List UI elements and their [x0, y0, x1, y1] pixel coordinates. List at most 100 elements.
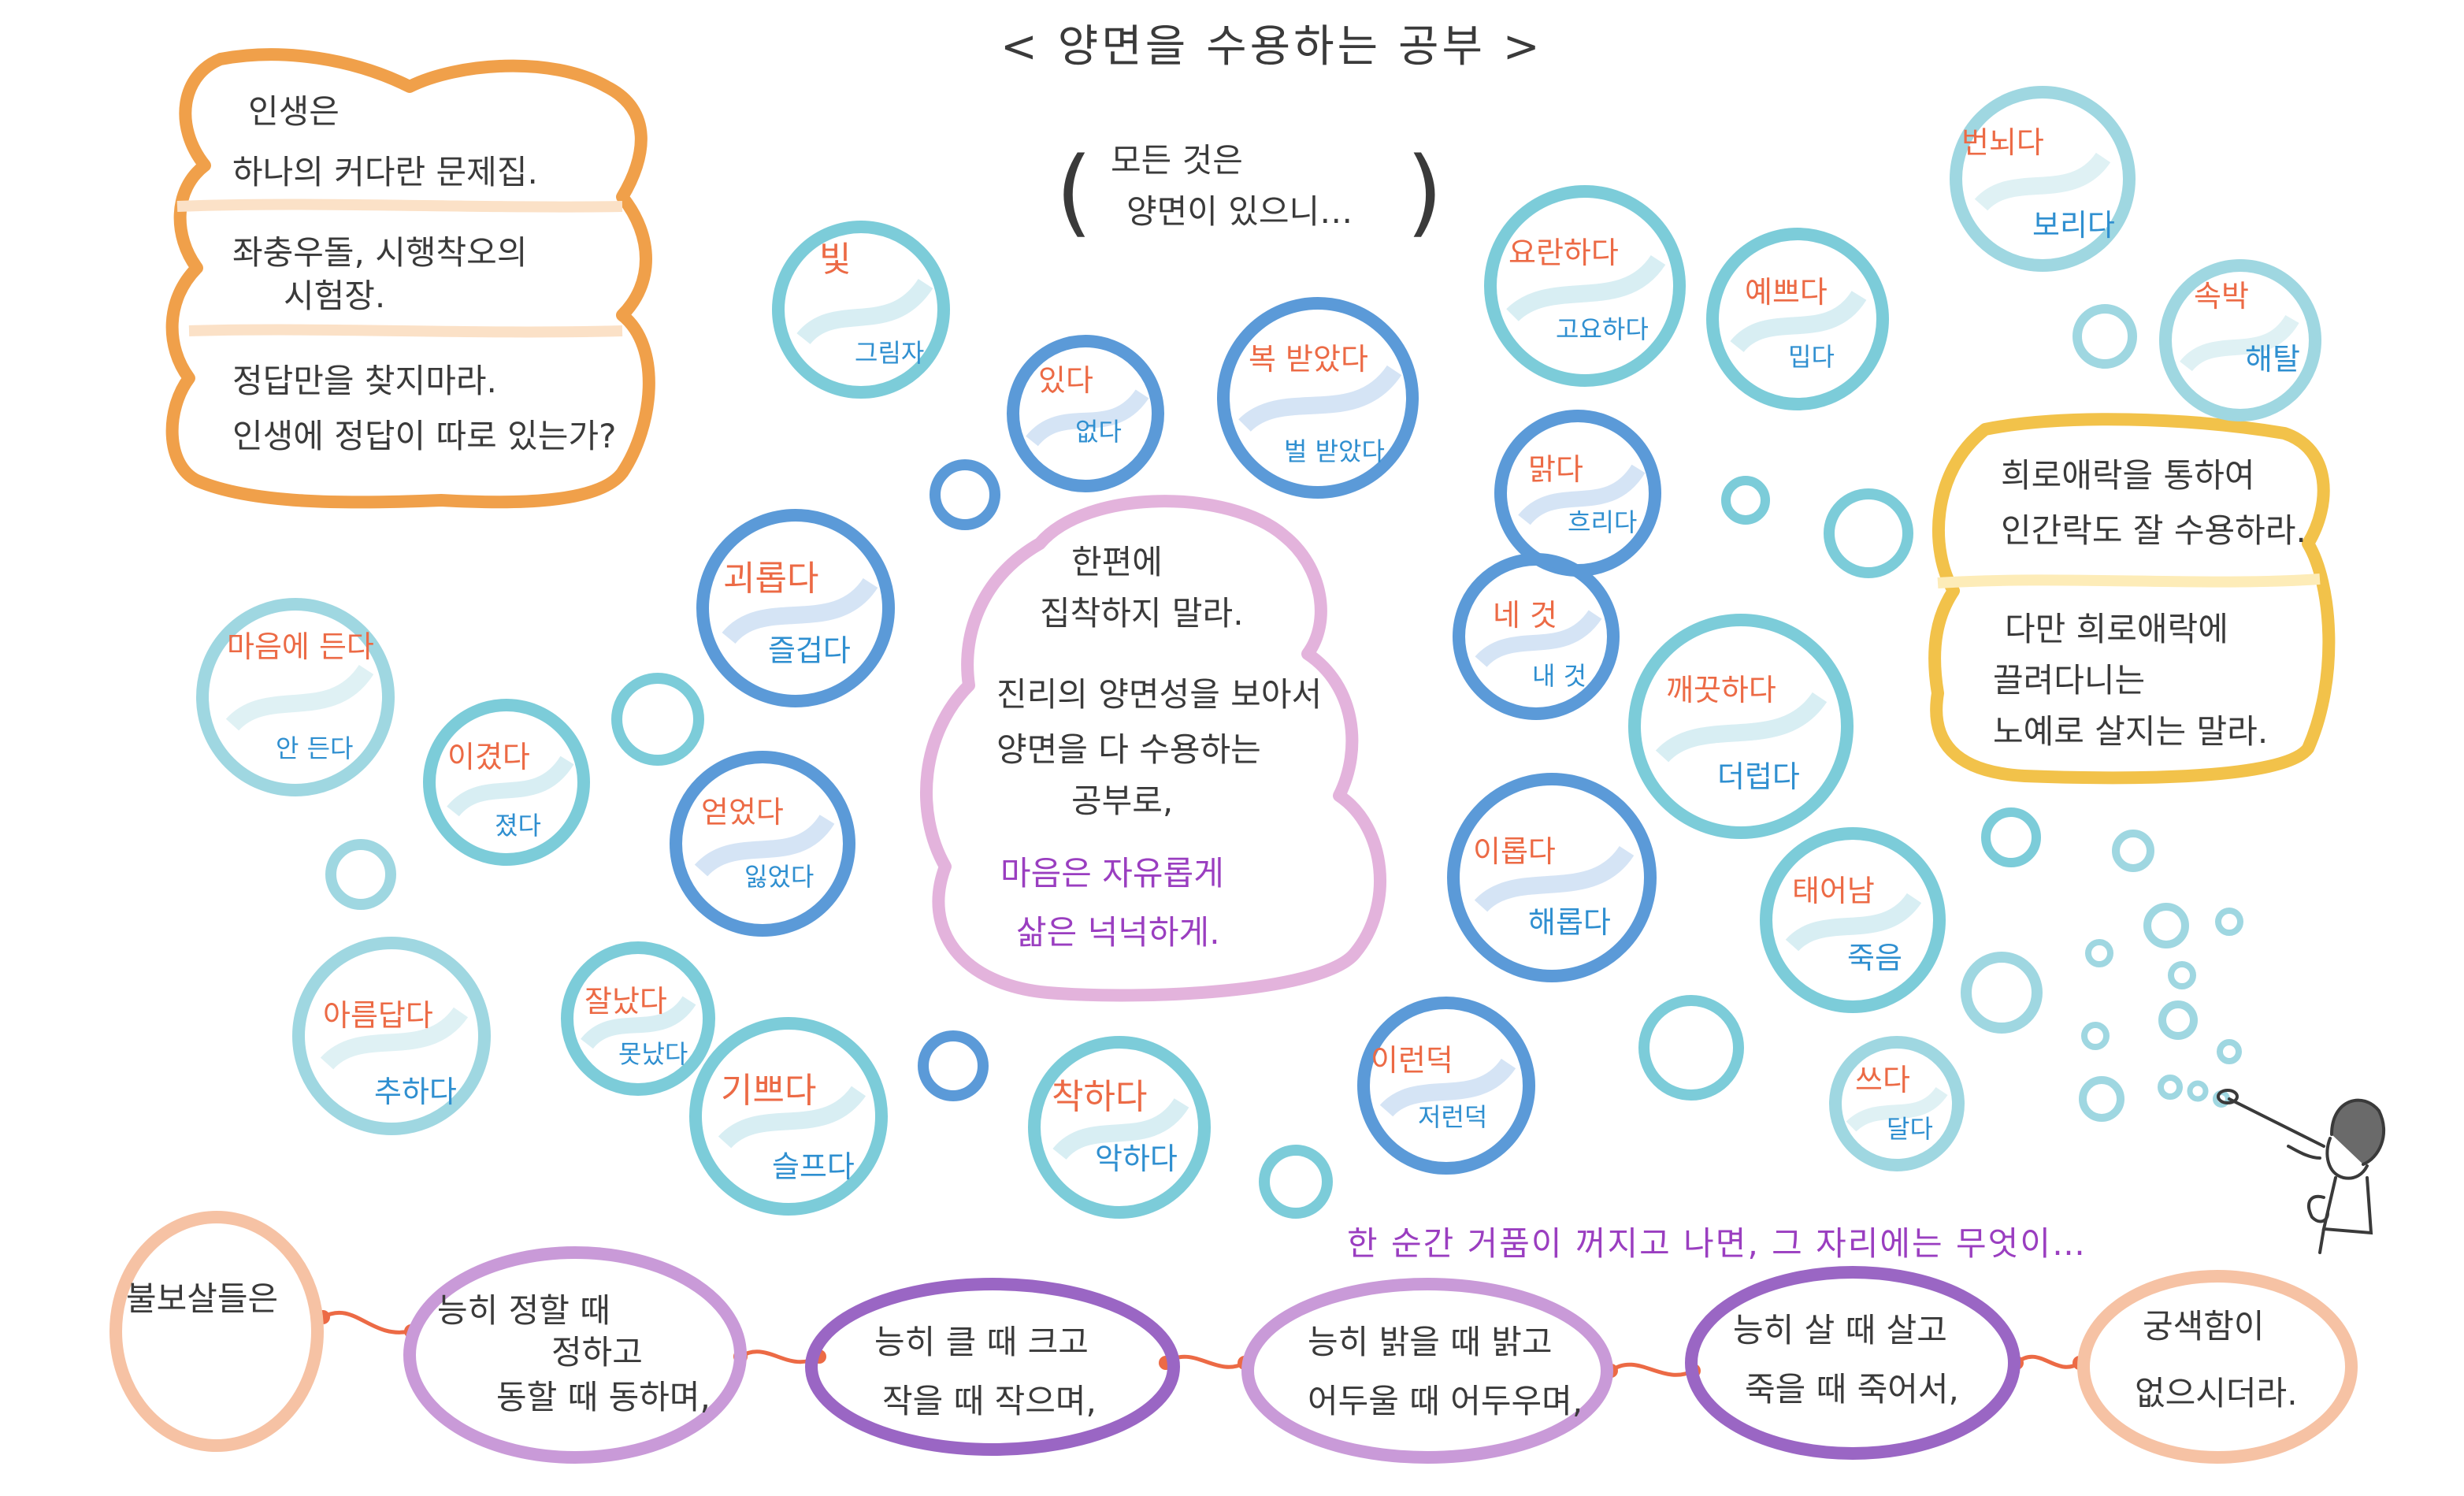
bubble-light-ring	[561, 941, 715, 1096]
chain-oval-5	[1685, 1266, 2021, 1460]
bubble-dark-ring	[1357, 997, 1535, 1175]
small-bubble	[2187, 1080, 2209, 1102]
bubble-bottom-word: 악하다	[1095, 1141, 1178, 1176]
bubble-top-word: 잘났다	[584, 984, 667, 1019]
bubble-rings	[196, 86, 2321, 1219]
small-bubble	[930, 459, 1000, 530]
bubble-bottom-word: 해롭다	[1528, 905, 1611, 940]
bubble-top-word: 마음에 든다	[227, 629, 374, 664]
small-bubble	[2215, 908, 2243, 936]
small-bubble	[325, 839, 396, 910]
small-bubble	[1961, 952, 2043, 1034]
life-box-line4: 시험장.	[284, 277, 386, 315]
small-bubble	[2143, 903, 2189, 948]
bottom-note: 한 순간 거품이 꺼지고 나면, 그 자리에는 무엇이…	[1347, 1224, 2087, 1263]
center-line3: 진리의 양면성을 보아서	[996, 675, 1323, 714]
small-bubble	[2168, 961, 2196, 989]
bubble-top-word: 이롭다	[1473, 834, 1556, 869]
bubble-bottom-word: 흐리다	[1568, 507, 1638, 537]
center-line6: 마음은 자유롭게	[1000, 854, 1224, 893]
small-bubble	[2112, 830, 2154, 872]
chain-6-line2: 없으시더라.	[2135, 1374, 2298, 1412]
center-line1: 한편에	[1071, 543, 1163, 581]
bubble-top-word: 예쁘다	[1745, 275, 1828, 310]
bubble-top-word: 이겼다	[447, 740, 530, 774]
center-pink-cloud	[920, 495, 1387, 1002]
chain-5-line1: 능히 살 때 살고	[1733, 1311, 1947, 1349]
small-bubble	[2158, 1075, 2183, 1100]
chain-3-line1: 능히 클 때 크고	[874, 1323, 1089, 1361]
subtitle-bracket-open: (	[1056, 138, 1093, 247]
bubble-bottom-word: 그림자	[855, 338, 925, 368]
emotion-box-line3: 다만 희로애락에	[2005, 610, 2228, 648]
chain-oval-1	[109, 1211, 324, 1452]
bubble-light-ring	[2159, 259, 2321, 421]
chain-2-line2: 정하고	[551, 1333, 643, 1372]
small-bubble	[2217, 1039, 2242, 1064]
bubble-dark-ring	[1453, 553, 1620, 720]
chain-oval-4	[1241, 1278, 1613, 1464]
bubble-bottom-word: 죽음	[1847, 941, 1902, 975]
small-bubble	[2079, 1076, 2124, 1122]
bubble-bottom-word: 추하다	[374, 1075, 457, 1109]
bubble-top-word: 맑다	[1528, 452, 1583, 487]
bubble-light-ring	[292, 937, 491, 1135]
bubble-light-ring	[423, 699, 590, 866]
bubble-light-ring	[1628, 614, 1854, 839]
bubble-top-word: 착하다	[1052, 1077, 1148, 1117]
life-box-line2: 하나의 커다란 문제집.	[232, 153, 538, 191]
chain-4-line1: 능히 밝을 때 밝고	[1308, 1323, 1553, 1361]
bubble-top-word: 복 받았다	[1249, 342, 1368, 377]
bubble-bottom-word: 보리다	[2032, 208, 2115, 243]
subtitle-bracket-close: )	[1406, 138, 1443, 247]
bubble-bottom-word: 졌다	[495, 811, 541, 841]
bubble-bottom-word: 밉다	[1788, 342, 1835, 372]
bubble-light-ring	[772, 221, 950, 399]
bubble-bottom-word: 안 든다	[276, 733, 354, 763]
emotion-box-line2: 인간락도 잘 수용하라.	[2001, 511, 2306, 550]
small-bubble	[2158, 1000, 2198, 1040]
life-box-line6: 인생에 정답이 따로 있는가?	[232, 417, 617, 455]
chain-6-line1: 궁색함이	[2143, 1307, 2265, 1346]
bubble-bottom-word: 고요하다	[1556, 314, 1649, 344]
bubble-bottom-word: 달다	[1887, 1114, 1933, 1144]
subtitle-line1: 모든 것은	[1111, 141, 1243, 180]
bubble-bottom-word: 내 것	[1532, 661, 1587, 691]
emotion-box-line4: 끌려다니는	[1993, 661, 2146, 700]
bubble-bottom-word: 저런덕	[1418, 1102, 1488, 1132]
small-bubble	[2085, 939, 2113, 967]
emotion-yellow-box	[1928, 413, 2336, 785]
bubble-bottom-word: 못났다	[618, 1039, 688, 1069]
chain-oval-2	[403, 1246, 747, 1464]
subtitle-line2: 양면이 있으니…	[1126, 192, 1353, 231]
bubble-light-ring	[1950, 86, 2136, 272]
chain-ovals	[109, 1211, 2358, 1464]
center-line2: 집착하지 말라.	[1040, 594, 1244, 633]
bubble-bottom-word: 슬프다	[772, 1149, 855, 1184]
bubble-dark-ring	[1447, 773, 1657, 982]
small-bubble	[918, 1030, 989, 1101]
bubble-bottom-word: 더럽다	[1717, 759, 1800, 794]
small-bubble	[1824, 488, 1913, 578]
life-cloud-box	[165, 48, 655, 509]
small-bubble	[611, 673, 704, 766]
small-bubble	[2073, 304, 2137, 369]
small-bubble	[1259, 1145, 1333, 1219]
chain-oval-6	[2077, 1270, 2358, 1464]
bubble-dark-ring	[696, 509, 895, 707]
bubble-top-word: 속박	[2194, 279, 2249, 314]
bubble-top-word: 네 것	[1493, 598, 1557, 633]
bubble-light-ring	[1760, 827, 1946, 1013]
page-title: < 양면을 수용하는 공부 >	[1000, 21, 1543, 72]
bubble-bottom-word: 벌 받았다	[1284, 436, 1385, 466]
bubble-dark-ring	[1494, 410, 1661, 577]
bubble-dark-ring	[1007, 335, 1164, 492]
chain-3-line2: 작을 때 작으며,	[882, 1382, 1097, 1420]
bubble-light-ring	[689, 1017, 888, 1216]
bubble-light-ring	[1484, 185, 1686, 387]
bubble-top-word: 쓰다	[1855, 1063, 1910, 1097]
bubble-top-word: 태어남	[1792, 874, 1875, 908]
bubble-bottom-word: 즐겁다	[768, 633, 851, 668]
